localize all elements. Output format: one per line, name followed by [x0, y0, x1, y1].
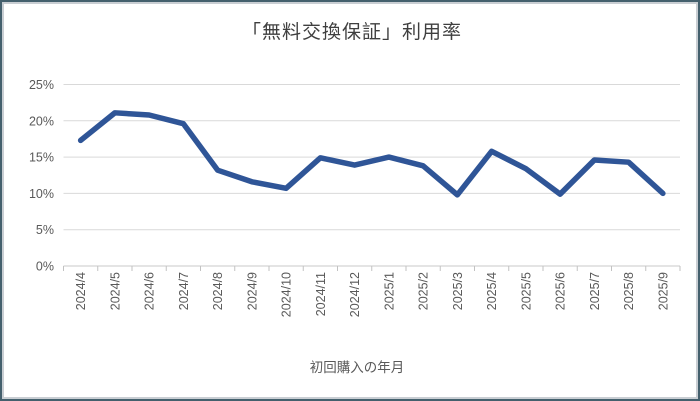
x-tick-label: 2025/3 [451, 272, 465, 310]
x-tick-label: 2025/4 [485, 272, 499, 310]
series-line [77, 110, 666, 198]
x-tick-label: 2025/5 [519, 272, 533, 310]
x-tick-label: 2024/9 [245, 272, 259, 310]
x-tick-label: 2025/6 [554, 272, 568, 310]
y-tick-label: 15% [29, 151, 54, 165]
x-tick-label: 2025/8 [622, 272, 636, 310]
x-tick-label: 2024/4 [74, 272, 88, 310]
y-tick-label: 10% [29, 187, 54, 201]
x-tick-label: 2024/6 [143, 272, 157, 310]
x-tick-label: 2024/7 [177, 272, 191, 310]
x-tick-label: 2024/5 [108, 272, 122, 310]
x-axis-title: 初回購入の年月 [309, 360, 405, 375]
x-tick-label: 2025/2 [417, 272, 431, 310]
y-tick-label: 25% [29, 78, 54, 92]
x-tick-label: 2024/11 [314, 272, 328, 316]
x-tick-label: 2024/12 [348, 272, 362, 317]
x-tick-label: 2025/7 [588, 272, 602, 310]
y-tick-label: 20% [29, 114, 54, 128]
x-tick-label: 2024/10 [280, 272, 294, 317]
x-tick-label: 2024/8 [211, 272, 225, 310]
chart-title: 「無料交換保証」利用率 [241, 22, 462, 43]
x-tick-label: 2025/1 [382, 272, 396, 310]
y-tick-label: 5% [36, 223, 54, 237]
y-tick-label: 0% [36, 260, 54, 274]
x-tick-label: 2025/9 [656, 272, 670, 310]
